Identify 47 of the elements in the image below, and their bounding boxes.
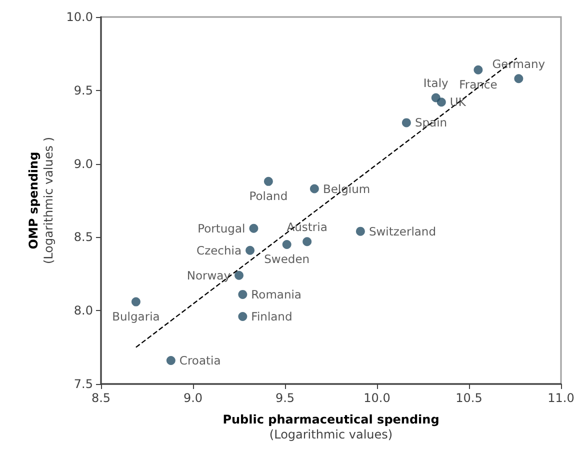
data-label: Poland [249,188,288,203]
data-label: Portugal [198,221,246,236]
data-label: Finland [251,309,292,324]
data-label: UK [450,95,466,110]
data-label: Italy [423,76,449,90]
point [356,226,365,236]
y-tick-label: 10.0 [66,10,93,24]
point [474,65,483,74]
data-label: Czechia [196,243,242,258]
point [302,237,312,246]
x-tick-label: 11.0 [548,391,574,405]
y-tick-label: 7.5 [74,377,93,391]
y-tick-label: 9.0 [74,156,93,171]
data-label: Germany [492,57,546,72]
data-label: Switzerland [368,224,436,238]
point [402,118,411,128]
y-tick-label: 8.5 [74,230,93,244]
data-label: Romania [251,287,302,302]
point [310,184,319,194]
point [234,270,244,280]
point [436,98,446,107]
data-label: France [459,77,498,92]
x-tick-label: 8.5 [91,391,111,405]
point [514,74,524,84]
point [166,356,176,366]
data-label: Bulgaria [112,309,160,324]
x-tick-label: 9.5 [275,391,295,405]
y-tick-label: 9.5 [74,83,93,98]
data-label: Belgium [322,182,370,196]
y-axis-title: OMP spending (Logarithmic values ) [26,136,56,264]
data-label: Croatia [179,354,221,368]
data-label: Sweden [264,252,310,266]
point [238,312,248,321]
point [131,297,140,306]
point [249,224,258,233]
data-label: Norway [186,268,231,282]
point [238,290,248,299]
data-label: Austria [286,220,328,234]
point [246,246,255,255]
x-tick-label: 9.0 [183,391,203,405]
y-tick-label: 8.0 [74,304,93,318]
data-label: Spain [414,116,448,130]
x-axis-title: Public pharmaceutical spending (Logarithmic values) [222,412,440,442]
x-tick-label: 10.5 [456,391,482,405]
point [282,240,292,250]
point [264,176,273,186]
x-tick-label: 10.0 [364,391,390,405]
